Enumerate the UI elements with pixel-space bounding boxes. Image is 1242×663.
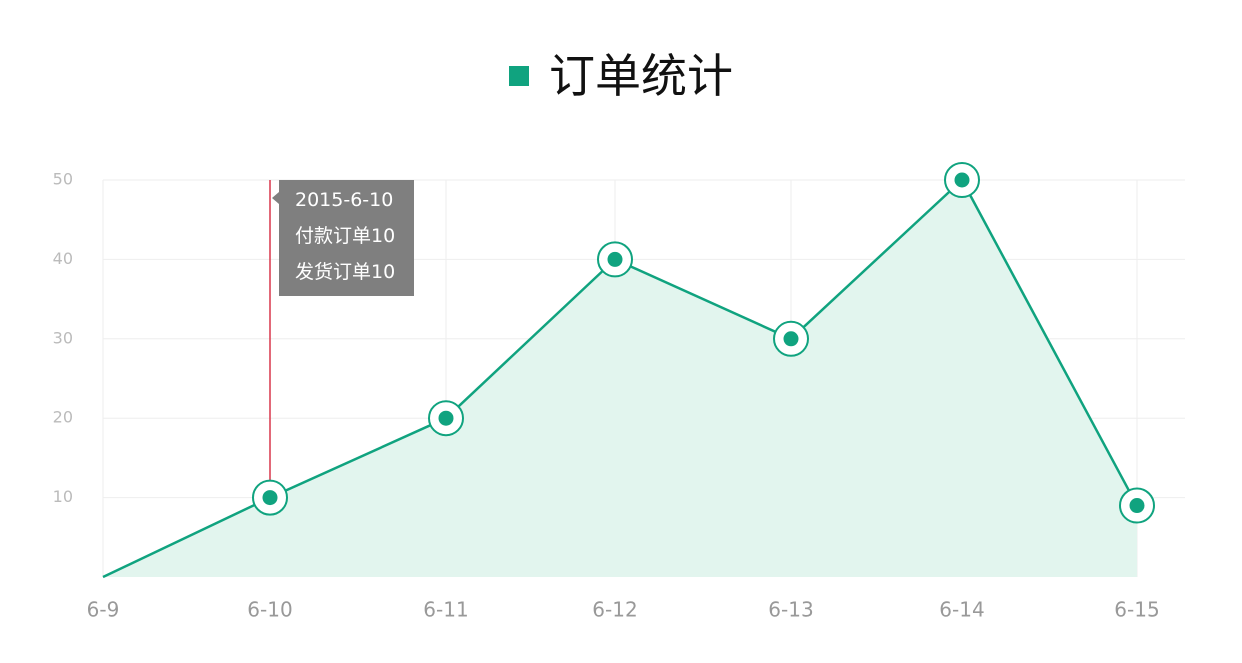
- data-point[interactable]: [252, 479, 288, 516]
- x-tick-label: 6-11: [423, 598, 468, 622]
- x-tick-label: 6-13: [768, 598, 813, 622]
- data-point[interactable]: [944, 162, 980, 198]
- y-tick-label: 50: [53, 170, 73, 189]
- data-point-dot: [954, 172, 970, 188]
- x-tick-label: 6-15: [1114, 598, 1159, 622]
- data-point[interactable]: [773, 320, 809, 357]
- tooltip-paid-orders: 付款订单10: [295, 225, 396, 247]
- data-point-dot: [438, 410, 454, 426]
- chart-title: 订单统计: [549, 49, 733, 103]
- tooltip-shipped-orders: 发货订单10: [295, 261, 396, 283]
- x-tick-label: 6-14: [939, 598, 984, 622]
- chart-header: 订单统计: [0, 44, 1242, 108]
- x-tick-label: 6-10: [247, 598, 292, 622]
- x-tick-label: 6-9: [87, 598, 120, 622]
- y-tick-label: 30: [53, 328, 73, 347]
- x-axis-ticks: 6-9 6-10 6-11 6-12 6-13 6-14 6-15: [87, 598, 1160, 622]
- data-tooltip: 2015-6-10 付款订单10 发货订单10: [272, 180, 414, 296]
- data-point[interactable]: [597, 241, 633, 278]
- y-tick-label: 10: [53, 487, 73, 506]
- data-point-dot: [262, 490, 278, 506]
- y-tick-label: 20: [53, 408, 73, 427]
- data-point[interactable]: [1119, 487, 1155, 524]
- y-tick-label: 40: [53, 249, 73, 268]
- square-icon: [509, 66, 529, 86]
- data-point-dot: [783, 331, 799, 347]
- tooltip-date: 2015-6-10: [295, 189, 394, 211]
- data-points: [252, 162, 1155, 524]
- data-point[interactable]: [428, 400, 464, 437]
- data-point-dot: [607, 251, 623, 267]
- series-area: [103, 180, 1137, 577]
- data-point-dot: [1129, 498, 1145, 514]
- y-axis-ticks: 10 20 30 40 50: [53, 170, 73, 507]
- x-tick-label: 6-12: [592, 598, 637, 622]
